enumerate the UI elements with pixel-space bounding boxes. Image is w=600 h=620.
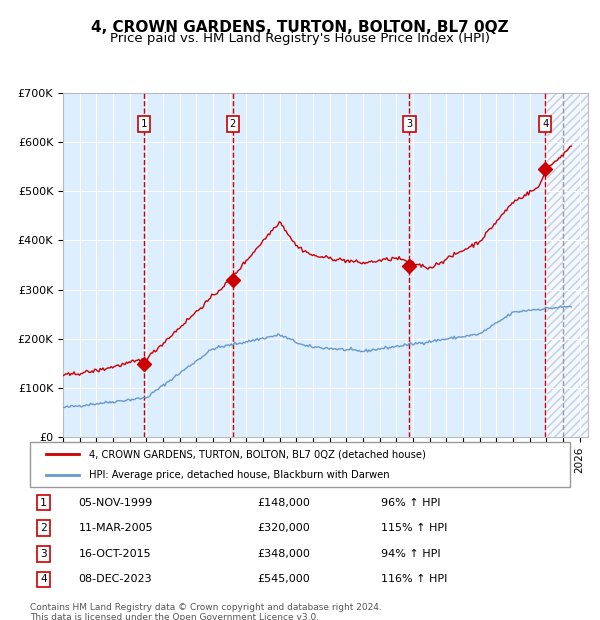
Text: 11-MAR-2005: 11-MAR-2005 <box>79 523 153 533</box>
Text: 3: 3 <box>40 549 47 559</box>
Text: 4, CROWN GARDENS, TURTON, BOLTON, BL7 0QZ (detached house): 4, CROWN GARDENS, TURTON, BOLTON, BL7 0Q… <box>89 449 426 459</box>
Text: HPI: Average price, detached house, Blackburn with Darwen: HPI: Average price, detached house, Blac… <box>89 469 390 480</box>
Text: Contains HM Land Registry data © Crown copyright and database right 2024.
This d: Contains HM Land Registry data © Crown c… <box>30 603 382 620</box>
Text: 115% ↑ HPI: 115% ↑ HPI <box>381 523 448 533</box>
Text: £320,000: £320,000 <box>257 523 310 533</box>
Text: £148,000: £148,000 <box>257 498 310 508</box>
Text: 116% ↑ HPI: 116% ↑ HPI <box>381 574 448 584</box>
Text: 1: 1 <box>140 119 147 129</box>
Text: 16-OCT-2015: 16-OCT-2015 <box>79 549 151 559</box>
Text: 4: 4 <box>40 574 47 584</box>
Text: 4: 4 <box>542 119 548 129</box>
Text: 96% ↑ HPI: 96% ↑ HPI <box>381 498 440 508</box>
Text: 08-DEC-2023: 08-DEC-2023 <box>79 574 152 584</box>
Text: 4, CROWN GARDENS, TURTON, BOLTON, BL7 0QZ: 4, CROWN GARDENS, TURTON, BOLTON, BL7 0Q… <box>91 20 509 35</box>
Text: 1: 1 <box>40 498 47 508</box>
Bar <box>545 93 588 437</box>
Text: Price paid vs. HM Land Registry's House Price Index (HPI): Price paid vs. HM Land Registry's House … <box>110 32 490 45</box>
Text: 2: 2 <box>230 119 236 129</box>
Text: 3: 3 <box>406 119 413 129</box>
Text: £545,000: £545,000 <box>257 574 310 584</box>
Text: £348,000: £348,000 <box>257 549 310 559</box>
Text: 94% ↑ HPI: 94% ↑ HPI <box>381 549 440 559</box>
Text: 2: 2 <box>40 523 47 533</box>
Text: 05-NOV-1999: 05-NOV-1999 <box>79 498 153 508</box>
